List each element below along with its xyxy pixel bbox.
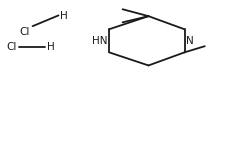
Text: HN: HN [92, 36, 108, 46]
Text: N: N [186, 36, 194, 46]
Text: Cl: Cl [6, 42, 17, 52]
Text: H: H [47, 42, 55, 52]
Text: Cl: Cl [20, 27, 30, 37]
Text: H: H [60, 12, 68, 21]
